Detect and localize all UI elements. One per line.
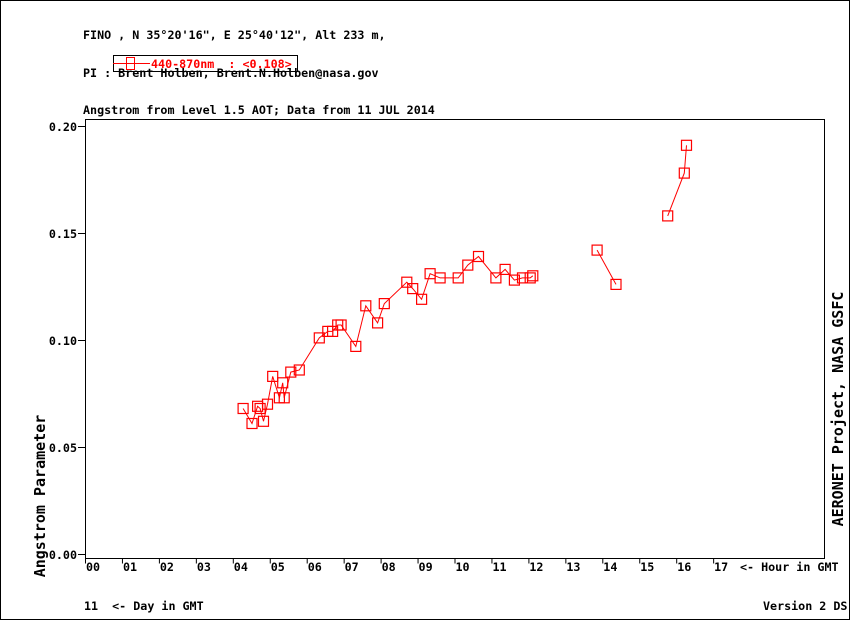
- x-tick-label: 15: [640, 560, 655, 574]
- day-annotation-block: 11 <- Day in GMT JUL 2014: [84, 574, 204, 619]
- y-tick-label: 0.10: [48, 334, 77, 348]
- y-tick-label: 0.15: [48, 227, 77, 241]
- plot-header: FINO , N 35°20'16", E 25°40'12", Alt 233…: [83, 4, 435, 142]
- x-tick-label: 09: [418, 560, 433, 574]
- legend-box: 440-870nm : <0.108>: [113, 55, 298, 72]
- x-tick-label: 08: [381, 560, 396, 574]
- y-tick-label: 0.20: [48, 120, 77, 134]
- x-tick-label: 13: [566, 560, 581, 574]
- legend-label: 440-870nm : <0.108>: [151, 57, 292, 71]
- y-tick-label: 0.05: [48, 441, 77, 455]
- version-label: Version 2 DS: [763, 599, 848, 613]
- x-tick-label: 17: [714, 560, 729, 574]
- hour-axis-annotation: <- Hour in GMT: [740, 560, 839, 574]
- credit-label: AERONET Project, NASA GSFC: [829, 291, 847, 527]
- x-tick-label: 04: [233, 560, 248, 574]
- x-tick-label: 12: [529, 560, 544, 574]
- x-tick-label: 05: [270, 560, 285, 574]
- legend-square-marker-icon: [126, 57, 135, 70]
- x-tick-label: 00: [86, 560, 101, 574]
- day-in-gmt-label: 11 <- Day in GMT: [84, 598, 204, 613]
- legend-line-sample: [113, 63, 150, 64]
- x-tick-label: 02: [159, 560, 174, 574]
- x-tick-label: 07: [344, 560, 359, 574]
- x-tick-label: 14: [603, 560, 618, 574]
- x-tick-label: 01: [122, 560, 138, 574]
- x-tick-label: 16: [677, 560, 692, 574]
- y-tick-label: 0.00: [48, 548, 77, 562]
- data-source-line: Angstrom from Level 1.5 AOT; Data from 1…: [83, 103, 435, 117]
- x-tick-label: 06: [307, 560, 322, 574]
- x-tick-label: 03: [196, 560, 211, 574]
- site-info-line: FINO , N 35°20'16", E 25°40'12", Alt 233…: [83, 28, 386, 42]
- x-tick-label: 10: [455, 560, 470, 574]
- x-tick-label: 11: [492, 560, 507, 574]
